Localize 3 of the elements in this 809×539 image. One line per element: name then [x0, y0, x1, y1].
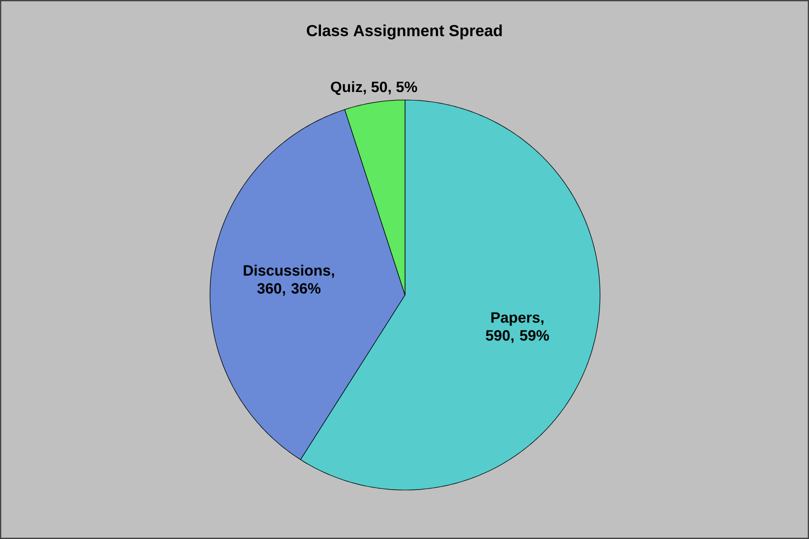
slice-label: Quiz	[330, 81, 362, 95]
chart-title: Class Assignment Spread	[306, 24, 502, 40]
data-label: , 50, 5%	[364, 82, 418, 94]
